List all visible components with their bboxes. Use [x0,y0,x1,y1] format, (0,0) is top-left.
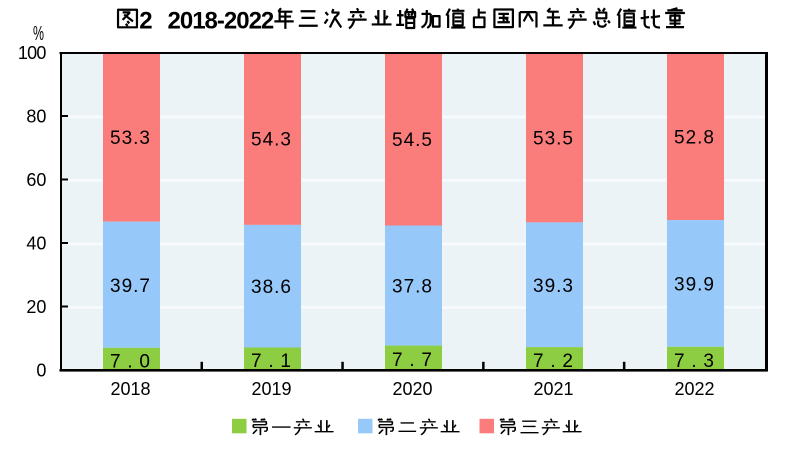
svg-text:2020: 2020 [393,379,433,399]
svg-text:2: 2 [139,8,152,35]
svg-text:53.5: 53.5 [533,129,573,150]
svg-text:80: 80 [26,107,46,127]
svg-text:38.6: 38.6 [251,277,291,298]
svg-text:52.8: 52.8 [674,127,714,148]
svg-text:7.1: 7.1 [251,351,291,372]
svg-text:7.3: 7.3 [674,351,714,372]
svg-text:2022: 2022 [675,379,715,399]
svg-text:7.0: 7.0 [110,351,150,372]
svg-text:%: % [33,23,44,45]
svg-text:2019: 2019 [252,379,292,399]
svg-text:40: 40 [26,234,46,254]
svg-text:2018-2022: 2018-2022 [168,8,274,35]
svg-text:7.2: 7.2 [533,351,573,372]
svg-text:53.3: 53.3 [110,128,150,149]
svg-text:37.8: 37.8 [392,277,432,298]
svg-text:2018: 2018 [111,379,151,399]
svg-text:39.3: 39.3 [533,276,573,297]
svg-text:100: 100 [18,43,47,63]
svg-text:60: 60 [26,170,46,190]
svg-text:39.9: 39.9 [674,275,714,296]
svg-text:0: 0 [36,361,46,381]
svg-text:54.5: 54.5 [392,130,432,151]
svg-text:54.3: 54.3 [251,130,291,151]
svg-text:20: 20 [26,297,46,317]
svg-text:2021: 2021 [534,379,574,399]
svg-text:39.7: 39.7 [110,276,150,297]
svg-text:7.7: 7.7 [392,350,432,371]
